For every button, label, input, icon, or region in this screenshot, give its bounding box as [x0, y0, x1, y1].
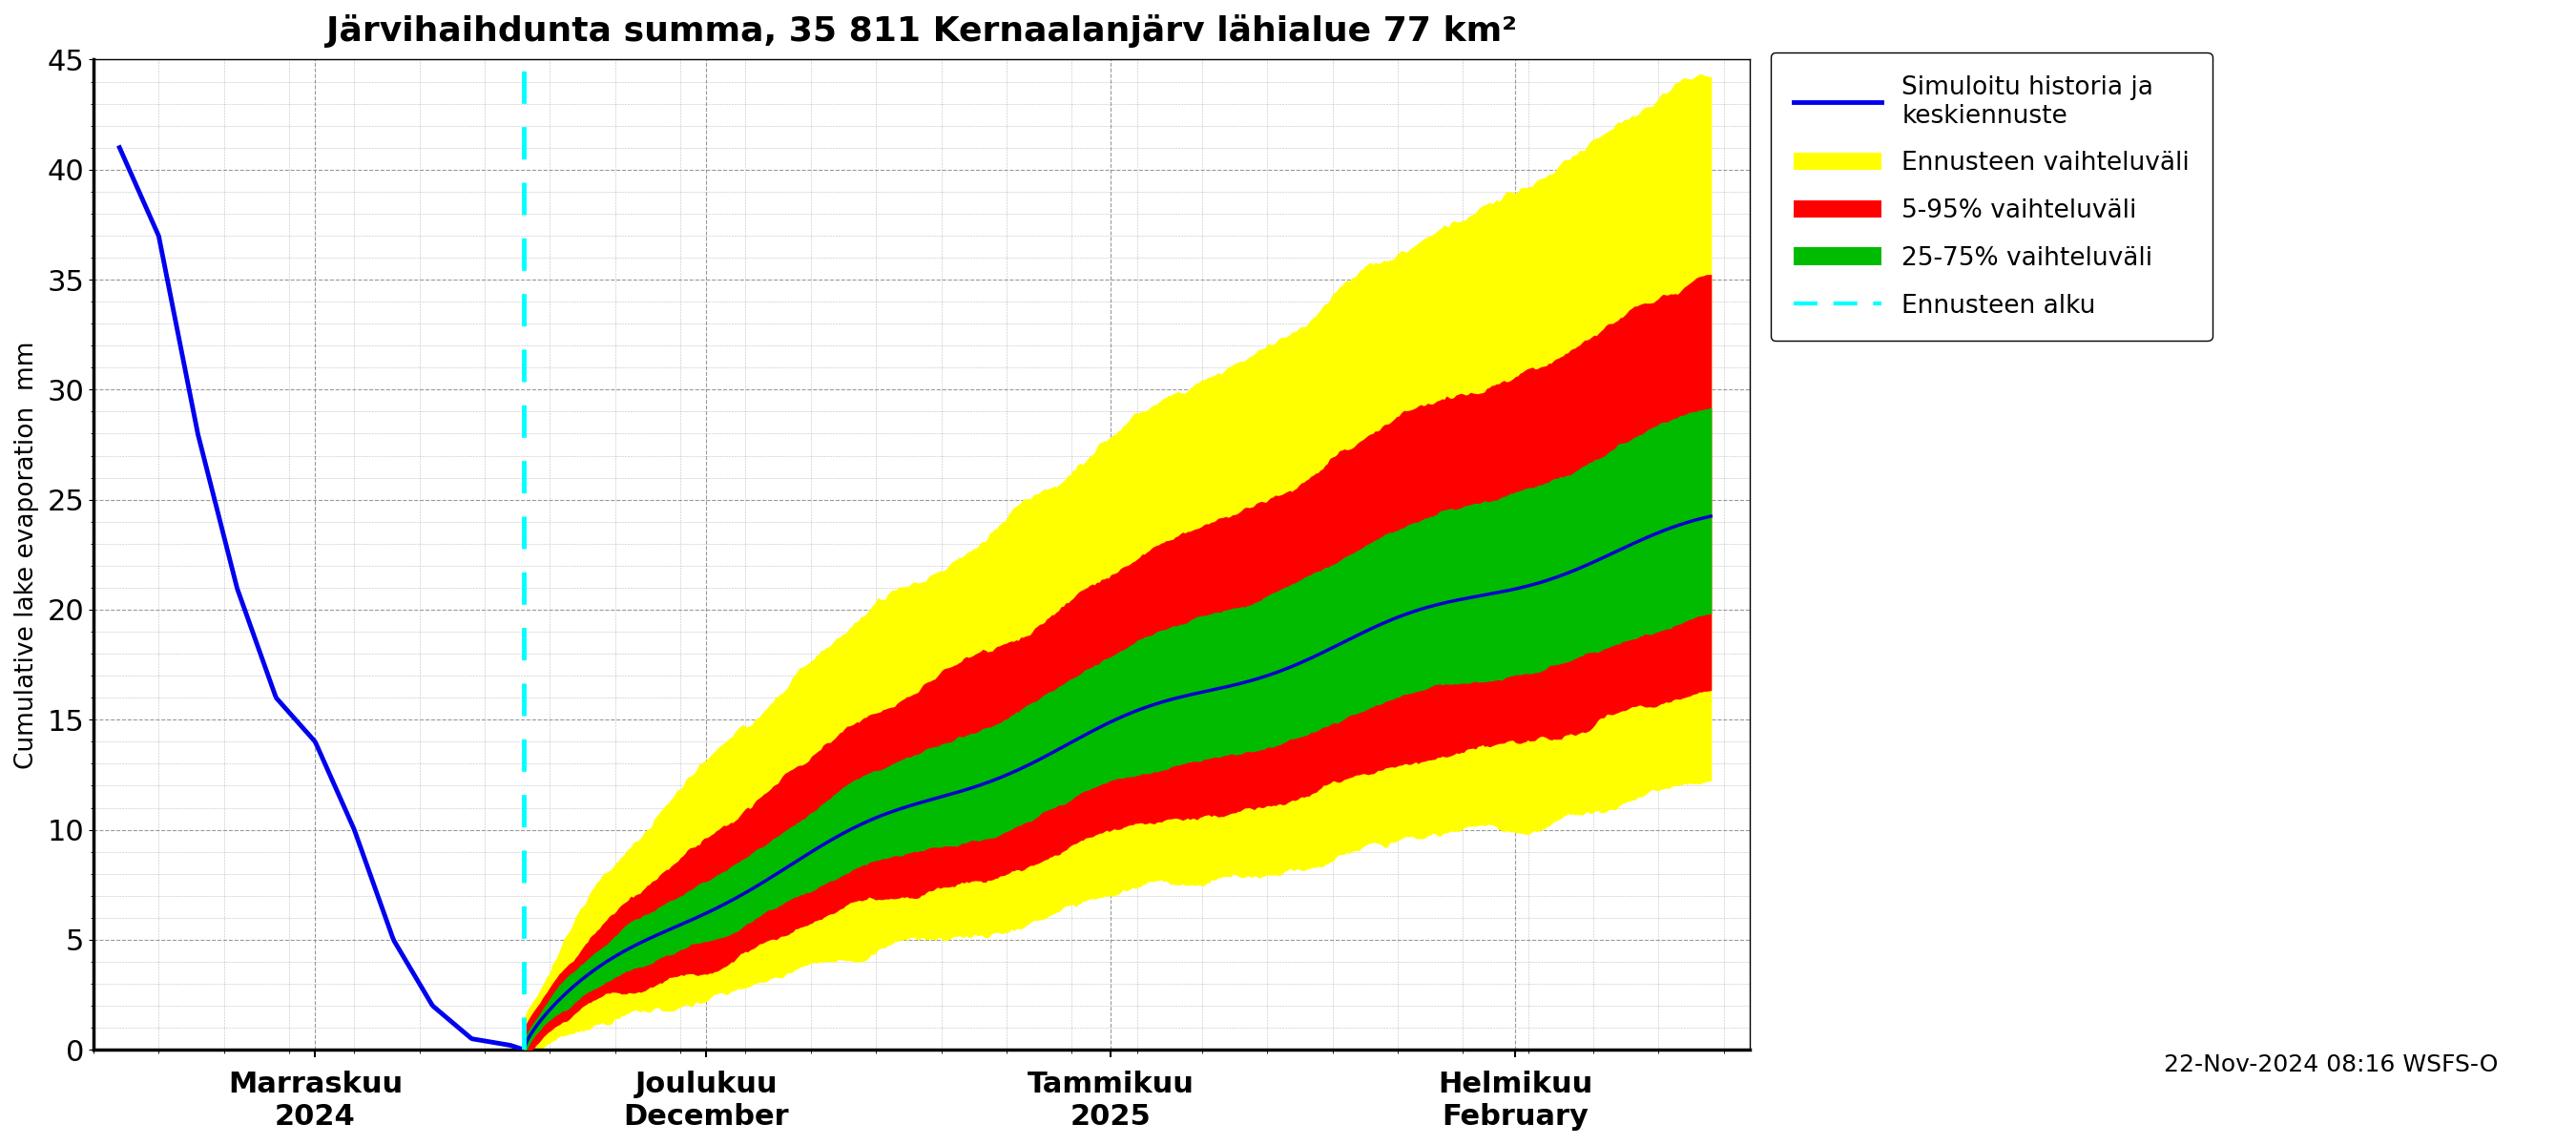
Y-axis label: Cumulative lake evaporation  mm: Cumulative lake evaporation mm	[15, 341, 39, 768]
Legend: Simuloitu historia ja
keskiennuste, Ennusteen vaihteluväli, 5-95% vaihteluväli, : Simuloitu historia ja keskiennuste, Ennu…	[1770, 53, 2213, 341]
Title: Järvihaihdunta summa, 35 811 Kernaalanjärv lähialue 77 km²: Järvihaihdunta summa, 35 811 Kernaalanjä…	[327, 14, 1517, 48]
Text: 22-Nov-2024 08:16 WSFS-O: 22-Nov-2024 08:16 WSFS-O	[2164, 1053, 2499, 1076]
